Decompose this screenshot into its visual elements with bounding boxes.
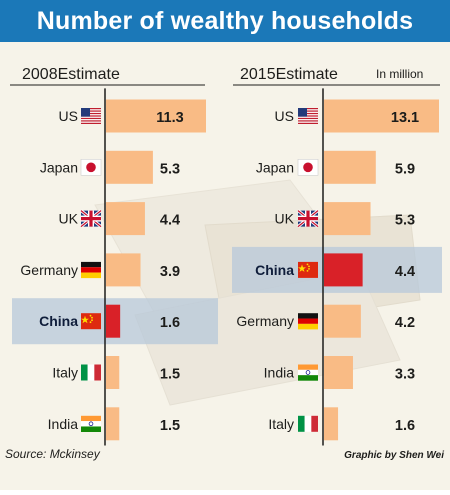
value-label-us: 11.3 xyxy=(156,110,183,126)
category-label-us: US xyxy=(59,108,78,124)
bar-germany xyxy=(324,304,361,338)
bar-japan xyxy=(106,150,153,184)
italy-flag-icon xyxy=(298,415,318,432)
japan-flag-icon xyxy=(297,159,319,176)
value-label-india: 3.3 xyxy=(395,367,415,383)
bar-italy xyxy=(324,407,339,441)
germany-flag-icon xyxy=(298,313,318,330)
value-label-germany: 4.2 xyxy=(395,315,415,331)
value-label-us: 13.1 xyxy=(391,110,419,126)
chart-layer: US 11.3 Japan 5.3 UK 4.4 Germany 3.9 China 1.6 Ita… xyxy=(12,88,442,446)
panel-title-2008: 2008Estimate xyxy=(22,66,120,83)
credit-note: Graphic by Shen Wei xyxy=(344,450,444,461)
value-label-uk: 5.3 xyxy=(395,213,415,229)
category-label-uk: UK xyxy=(59,211,79,227)
germany-flag-icon xyxy=(81,261,101,279)
category-label-uk: UK xyxy=(275,211,295,227)
title-bar: Number of wealthy households xyxy=(0,0,450,42)
chart-svg: US 11.3 Japan 5.3 UK 4.4 Germany 3.9 China 1.6 Ita… xyxy=(5,66,444,461)
china-flag-icon xyxy=(81,313,101,330)
panel-title-2015: 2015Estimate xyxy=(240,66,338,83)
category-label-india: India xyxy=(48,416,79,432)
value-label-china: 4.4 xyxy=(395,264,415,280)
source-note: Source: Mckinsey xyxy=(5,447,101,461)
bar-uk xyxy=(324,202,371,236)
bar-china xyxy=(106,304,121,338)
category-label-china: China xyxy=(39,313,78,329)
india-flag-icon xyxy=(81,415,101,432)
bar-india xyxy=(106,407,120,441)
category-label-germany: Germany xyxy=(20,262,78,278)
bar-us xyxy=(324,99,439,133)
value-label-italy: 1.5 xyxy=(160,367,180,383)
bar-italy xyxy=(106,356,120,389)
value-label-italy: 1.6 xyxy=(395,418,415,434)
category-label-germany: Germany xyxy=(236,313,294,329)
category-label-italy: Italy xyxy=(52,365,78,381)
value-label-china: 1.6 xyxy=(160,315,180,331)
us-flag-icon xyxy=(298,108,318,124)
category-label-india: India xyxy=(264,365,295,381)
italy-flag-icon xyxy=(81,364,101,381)
category-label-japan: Japan xyxy=(40,159,78,175)
category-label-china: China xyxy=(255,262,294,278)
india-flag-icon xyxy=(298,364,318,381)
value-label-uk: 4.4 xyxy=(160,213,180,229)
uk-flag-icon xyxy=(297,209,319,228)
chart-area: US 11.3 Japan 5.3 UK 4.4 Germany 3.9 China 1.6 Ita… xyxy=(0,42,450,490)
bar-uk xyxy=(106,202,145,236)
us-flag-icon xyxy=(81,108,101,124)
category-label-italy: Italy xyxy=(268,416,294,432)
bar-japan xyxy=(324,150,376,184)
chart-title: Number of wealthy households xyxy=(36,6,414,35)
bar-india xyxy=(324,356,353,389)
uk-flag-icon xyxy=(80,209,102,228)
unit-note: In million xyxy=(376,67,423,81)
value-label-japan: 5.3 xyxy=(160,161,180,177)
value-label-germany: 3.9 xyxy=(160,264,180,280)
bar-china xyxy=(324,253,363,287)
bar-us xyxy=(106,99,206,133)
japan-flag-icon xyxy=(80,159,102,176)
value-label-india: 1.5 xyxy=(160,418,180,434)
bar-germany xyxy=(106,253,141,287)
china-flag-icon xyxy=(298,261,318,278)
category-label-japan: Japan xyxy=(256,159,294,175)
category-label-us: US xyxy=(275,108,294,124)
value-label-japan: 5.9 xyxy=(395,161,415,177)
